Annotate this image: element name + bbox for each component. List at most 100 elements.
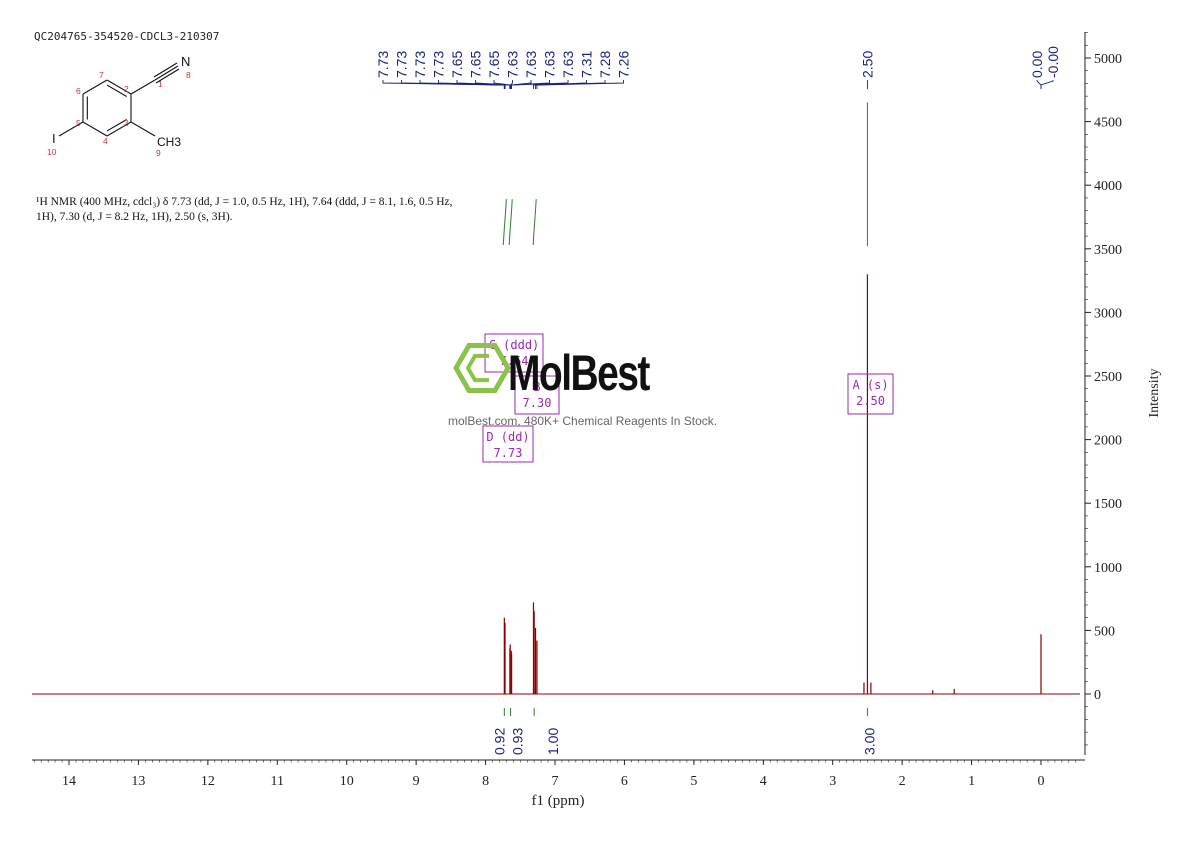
y-tick-label: 3500 [1094,243,1122,258]
peak-label: 7.73 [394,51,410,78]
x-tick-label: 11 [271,774,284,789]
bond [153,62,178,78]
x-axis-label: f1 (ppm) [532,793,585,809]
multiplet-shift: 2.50 [856,394,885,408]
atom-number: 9 [156,148,161,158]
ring-bond [106,121,132,137]
y-tick-label: 4000 [1094,179,1122,194]
integration-value: 3.00 [861,728,877,755]
multiplet-box [514,375,560,415]
atom-number: 6 [76,86,81,96]
x-tick-label: 0 [1038,774,1045,789]
peak-label: 7.31 [579,51,595,78]
peak-leader [1036,80,1042,89]
multiplet-letter: C (ddd) [489,338,540,352]
x-tick-label: 7 [552,774,559,789]
multiplet-letter: A (s) [852,378,888,392]
atom-label: CH3 [157,135,181,149]
ring-double-bond [106,119,127,132]
x-tick-label: 5 [690,774,697,789]
peak-label: 7.63 [523,51,539,78]
x-tick-label: 4 [760,774,767,789]
logo-hexagon [453,343,511,393]
y-tick-label: 1000 [1094,561,1122,576]
y-tick-label: 5000 [1094,52,1122,67]
ring-bond [82,79,108,95]
y-tick-label: 0 [1094,688,1101,703]
y-tick-label: 1500 [1094,497,1122,512]
integration-value: 0.92 [491,728,507,755]
nmr-description: ¹H NMR (400 MHz, cdcl₃) δ 7.73 (dd, J = … [36,196,453,223]
multiplet-shift: 7.73 [494,446,523,460]
peak-label: 7.65 [449,51,465,78]
x-tick-label: 13 [131,774,145,789]
spectrum [32,274,1080,695]
ring-double-bond [106,84,127,97]
integral-curve [502,199,507,246]
atom-number: 1 [158,79,163,89]
atom-label: N [181,54,190,69]
peak-leader [536,80,624,89]
integral-curve [508,199,513,246]
y-tick-label: 500 [1094,624,1115,639]
bond [58,121,84,137]
peak-label: 7.26 [616,51,632,78]
watermark-subtitle: molBest.com, 480K+ Chemical Reagents In … [448,414,718,428]
x-tick-label: 8 [482,774,489,789]
logo-inner [465,353,489,383]
x-tick-label: 14 [62,774,76,789]
axes: 14 13 12 11 10 9 8 7 6 5 4 3 2 1 0f1 (ppm)050010001500… [32,32,1162,809]
integrals: 0.92 0.93 1.00 3.00 [491,102,877,755]
atom-number: 5 [76,118,81,128]
y-tick-label: 2500 [1094,370,1122,385]
peak-leader [1040,80,1054,89]
atom-number: 7 [99,70,104,80]
sample-label: QC204765-354520-CDCL3-210307 [34,30,220,43]
peak-label: 0.00 [1029,51,1045,78]
peak-label: -0.00 [1045,46,1061,78]
x-tick-label: 9 [413,774,420,789]
bond [130,79,156,95]
x-tick-label: 3 [829,774,836,789]
multiplet-box [847,373,894,415]
peak-labels: 7.73 7.73 7.73 7.73 7.65 7.65 7.65 7.63 7.63 7.63… [375,46,1061,89]
peak-label: 7.63 [505,51,521,78]
x-tick-label: 2 [899,774,906,789]
integration-value: 0.93 [510,728,526,755]
multiplet-box [482,425,534,463]
peak-label: 7.28 [597,51,613,78]
integral-curve [532,199,537,246]
ring-bond [106,79,132,95]
peak-label: 7.63 [542,51,558,78]
peak-leader [511,80,569,89]
atom-number: 3 [124,118,129,128]
ring-bond [82,121,108,137]
peak-label: 7.65 [468,51,484,78]
atom-number: 10 [47,147,57,157]
multiplet-letter: B [533,380,540,394]
integration-value: 1.00 [545,728,561,755]
y-tick-label: 2000 [1094,434,1122,449]
atom-number: 2 [124,84,129,94]
x-tick-label: 6 [621,774,628,789]
peak-leader [510,80,513,89]
atom-label: I [52,131,56,146]
peak-label: 7.65 [486,51,502,78]
bond [155,68,180,84]
x-tick-label: 12 [201,774,215,789]
multiplet-letter: D (dd) [486,430,529,444]
x-tick-label: 10 [340,774,354,789]
atom-number: 4 [103,136,108,146]
watermark-logo-icon [453,343,511,393]
peak-label: 7.63 [560,51,576,78]
y-tick-label: 4500 [1094,116,1122,131]
multiplet-shift: 7.30 [523,396,552,410]
y-axis-label: Intensity [1147,369,1162,418]
peak-label: 7.73 [431,51,447,78]
multiplet-box [484,333,544,373]
x-tick-label: 1 [968,774,975,789]
atom-number: 8 [186,70,191,80]
molecule-structure: N CH3 I 1 2 3 4 5 6 7 8 9 10 [47,54,191,158]
